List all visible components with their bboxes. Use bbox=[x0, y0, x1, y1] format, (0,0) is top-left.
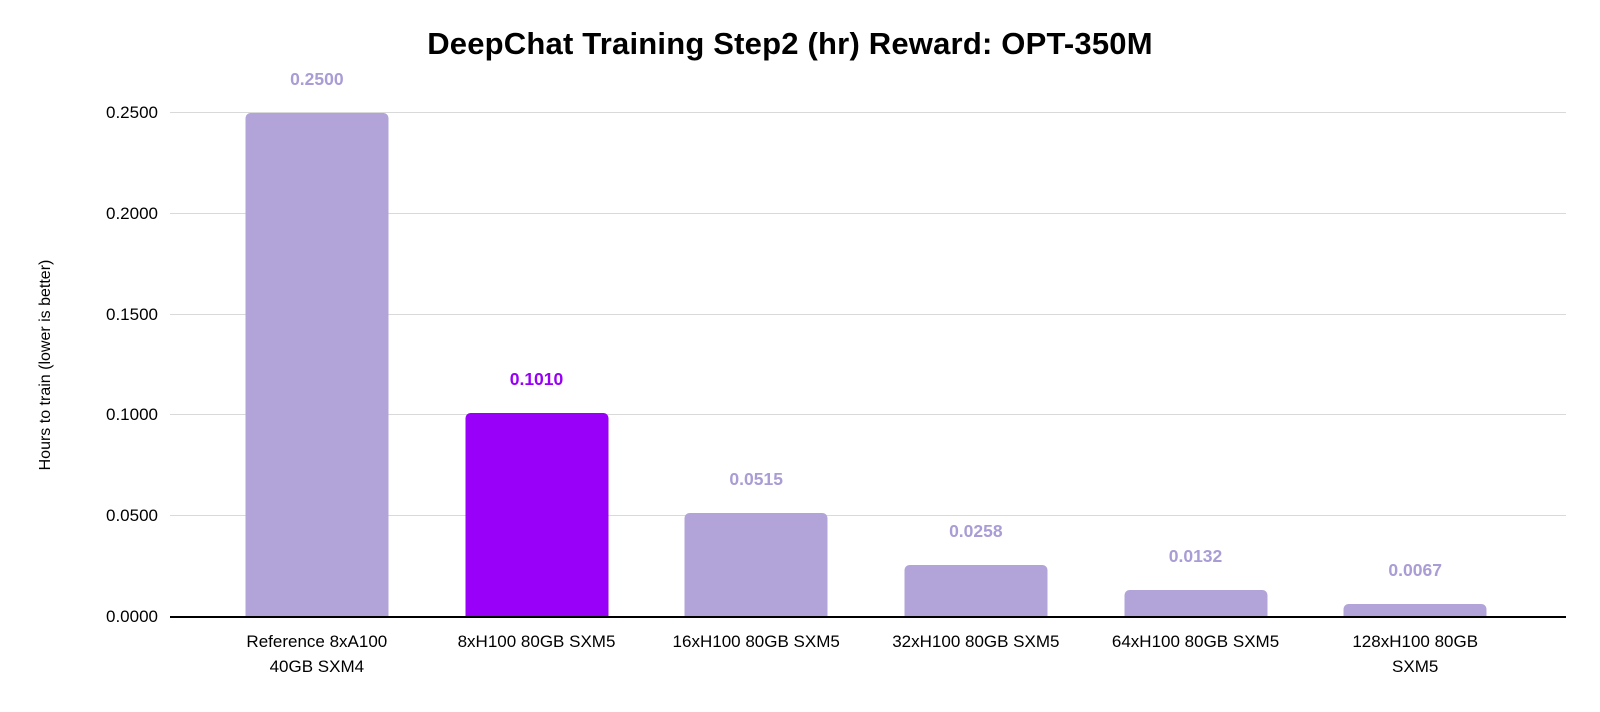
x-tick-label: 128xH100 80GB SXM5 bbox=[1352, 632, 1479, 676]
bar-value-label: 0.1010 bbox=[509, 369, 564, 390]
y-tick-label: 0.0500 bbox=[106, 506, 158, 526]
y-tick-label: 0.2500 bbox=[106, 103, 158, 122]
bar bbox=[1343, 603, 1487, 617]
bar-value-label: 0.0515 bbox=[729, 469, 783, 490]
x-tick-label: 8xH100 80GB SXM5 bbox=[457, 632, 616, 651]
bar-column: 0.0067 bbox=[1305, 113, 1525, 617]
x-tick-label: 16xH100 80GB SXM5 bbox=[672, 632, 840, 651]
y-tick-label: 0.1500 bbox=[106, 304, 158, 324]
chart-title: DeepChat Training Step2 (hr) Reward: OPT… bbox=[427, 26, 1153, 61]
plot-area: 0.0000 0.0500 0.1000 0.1500 0.2000 0.2500 0.2… bbox=[106, 69, 1566, 676]
gridline bbox=[170, 313, 1566, 315]
bar-column: 0.2500 bbox=[207, 69, 427, 617]
bar-value-label: 0.0132 bbox=[1168, 546, 1223, 567]
bar-highlighted bbox=[465, 413, 608, 617]
bar-column: 0.0132 bbox=[1086, 113, 1306, 617]
gridline bbox=[170, 112, 1566, 113]
gridline bbox=[170, 515, 1566, 517]
x-tick-label: Reference 8xA100 40GB SXM4 bbox=[246, 632, 388, 676]
bar bbox=[1124, 590, 1268, 617]
bar bbox=[684, 513, 828, 617]
bar-value-label: 0.0067 bbox=[1388, 559, 1442, 580]
y-tick-label: 0.2000 bbox=[106, 203, 158, 223]
bar-column: 0.1010 bbox=[427, 113, 647, 617]
y-tick-label: 0.1000 bbox=[106, 405, 158, 425]
bar bbox=[904, 565, 1048, 617]
gridline bbox=[170, 212, 1566, 214]
x-axis-labels: Reference 8xA100 40GB SXM4 8xH100 80GB SX… bbox=[207, 629, 1525, 679]
y-tick-label: 0.0000 bbox=[106, 607, 158, 626]
bar-value-label: 0.2500 bbox=[290, 69, 344, 89]
bar bbox=[245, 113, 389, 617]
bar-value-label: 0.0258 bbox=[949, 521, 1003, 541]
x-tick-label: 64xH100 80GB SXM5 bbox=[1111, 632, 1280, 651]
x-tick-label: 32xH100 80GB SXM5 bbox=[892, 632, 1060, 651]
gridline bbox=[170, 414, 1566, 416]
bar-column: 0.0515 bbox=[646, 113, 866, 617]
bar-column: 0.0258 bbox=[866, 113, 1086, 617]
bars-region: 0.2500 0.1010 0.0515 0.0258 0.0132 0.0067 bbox=[207, 69, 1525, 617]
x-axis-line bbox=[170, 616, 1566, 618]
y-axis-title: Hours to train (lower is better) bbox=[37, 259, 54, 471]
